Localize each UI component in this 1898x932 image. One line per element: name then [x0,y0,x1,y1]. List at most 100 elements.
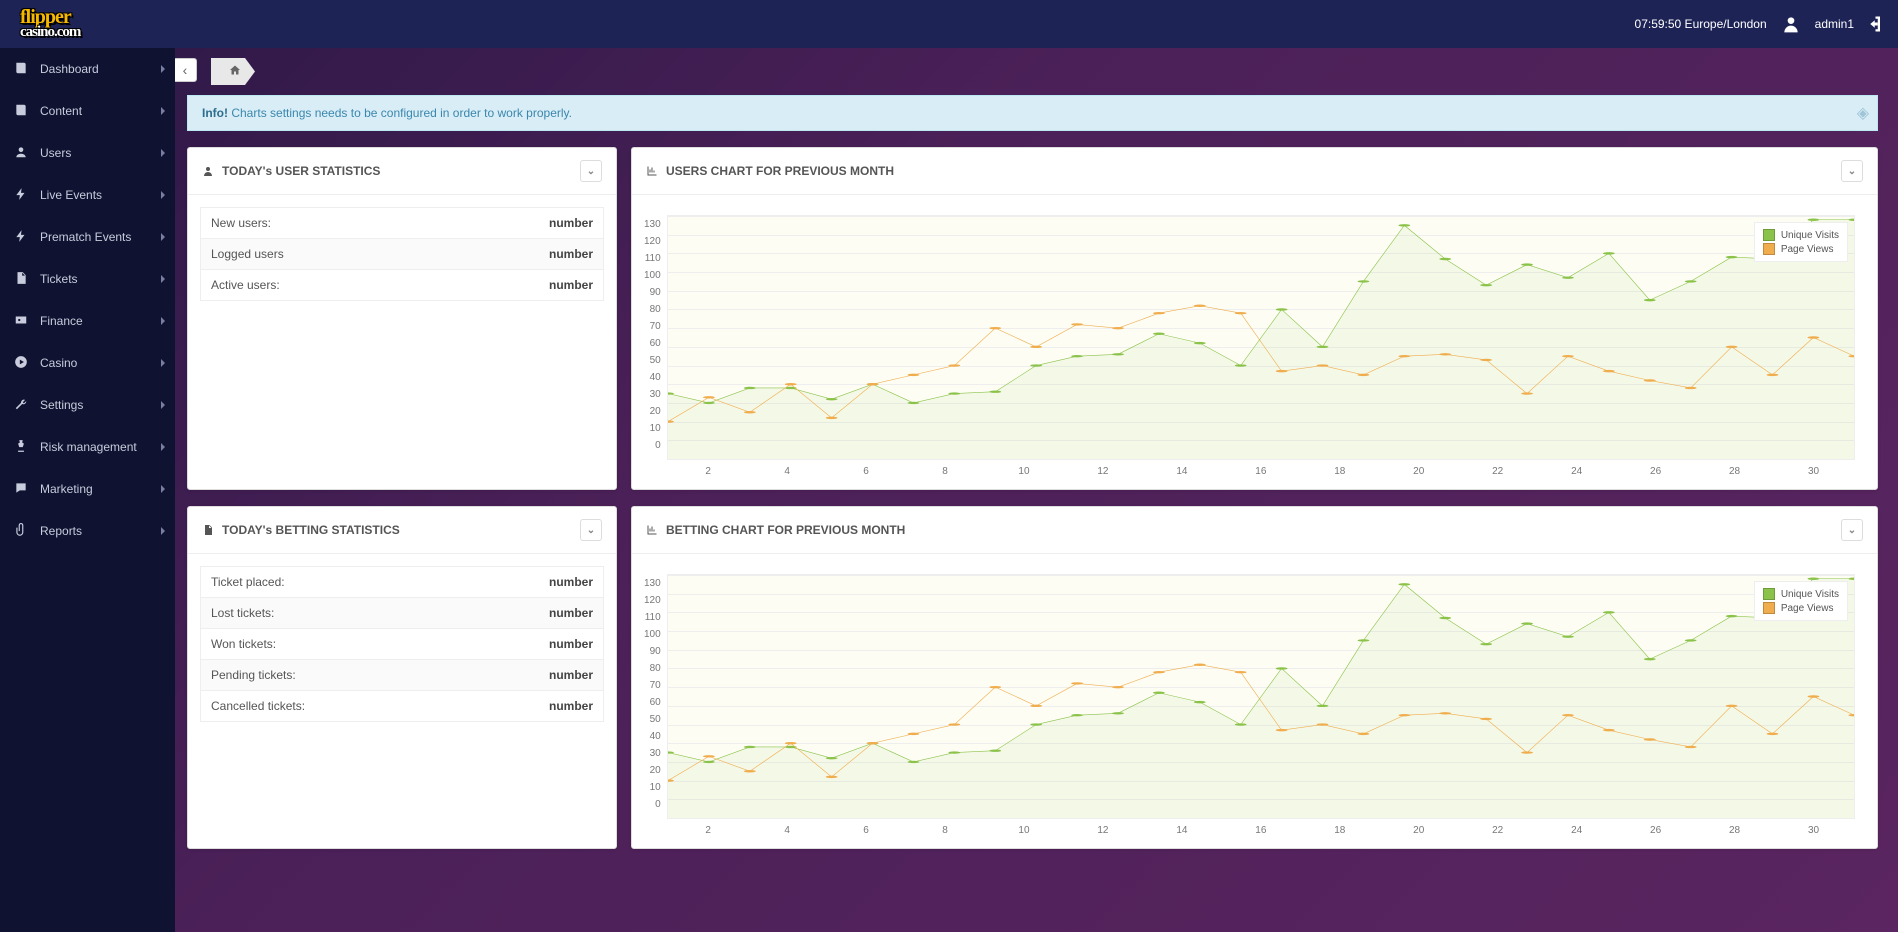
sidebar-item-settings[interactable]: Settings [0,384,175,426]
chess-icon [14,439,40,456]
file-icon [202,524,214,536]
stat-row: Active users: number [200,269,604,301]
sidebar-item-label: Prematch Events [40,230,131,244]
book-icon [14,103,40,120]
sidebar-item-prematch-events[interactable]: Prematch Events [0,216,175,258]
topbar: flipper casino.com 07:59:50 Europe/Londo… [0,0,1898,48]
user-icon [14,145,40,162]
info-alert: Info! Charts settings needs to be config… [187,95,1878,131]
panel-collapse-button[interactable]: ⌄ [1841,519,1863,541]
chart-icon [646,524,658,536]
user-stats-panel: TODAY's USER STATISTICS ⌄ New users:numb… [187,147,617,490]
stat-row: Lost tickets: number [200,597,604,629]
alert-badge: Info! [202,106,228,120]
sidebar-item-tickets[interactable]: Tickets [0,258,175,300]
panel-collapse-button[interactable]: ⌄ [580,160,602,182]
stat-row: Won tickets: number [200,628,604,660]
sidebar-item-label: Casino [40,356,77,370]
wrench-icon [14,397,40,414]
stat-value: number [549,216,593,230]
stat-value: number [549,637,593,651]
legend-label: Page Views [1781,244,1834,255]
sidebar-item-risk-management[interactable]: Risk management [0,426,175,468]
stat-value: number [549,606,593,620]
sidebar-item-dashboard[interactable]: Dashboard [0,48,175,90]
home-icon [229,64,241,76]
panel-collapse-button[interactable]: ⌄ [1841,160,1863,182]
y-axis: 1301201101009080706050403020100 [644,215,667,477]
stat-row: Cancelled tickets: number [200,690,604,722]
help-icon[interactable]: ◈ [1857,103,1869,123]
breadcrumb-home[interactable] [211,58,255,85]
sidebar-item-content[interactable]: Content [0,90,175,132]
stat-value: number [549,247,593,261]
stat-label: Cancelled tickets: [211,699,305,713]
plot-area: Unique Visits Page Views [667,574,1855,819]
betting-chart-panel: BETTING CHART FOR PREVIOUS MONTH ⌄ 13012… [631,506,1878,849]
sidebar-item-label: Marketing [40,482,93,496]
topbar-right: 07:59:50 Europe/London admin1 [1635,14,1886,34]
legend-label: Unique Visits [1781,589,1839,600]
stat-row: Ticket placed:number [200,566,604,598]
stat-row: Logged users number [200,238,604,270]
panel-title: TODAY's USER STATISTICS [222,164,380,178]
chart-icon [646,165,658,177]
sidebar-item-label: Users [40,146,71,160]
chevron-right-icon [161,107,165,115]
chevron-right-icon [161,527,165,535]
chevron-right-icon [161,485,165,493]
users-chart-panel: USERS CHART FOR PREVIOUS MONTH ⌄ 1301201… [631,147,1878,490]
alert-text: Charts settings needs to be configured i… [231,106,572,120]
stat-label: Ticket placed: [211,575,285,589]
sidebar-item-finance[interactable]: Finance [0,300,175,342]
sidebar: Dashboard Content Users Live Events Prematch… [0,48,175,932]
legend-label: Page Views [1781,603,1834,614]
betting-stats-panel: TODAY's BETTING STATISTICS ⌄ Ticket plac… [187,506,617,849]
avatar-icon[interactable] [1781,14,1801,34]
sidebar-item-label: Settings [40,398,83,412]
sidebar-item-casino[interactable]: Casino [0,342,175,384]
chart-legend: Unique Visits Page Views [1754,581,1848,621]
chevron-right-icon [161,275,165,283]
sidebar-item-live-events[interactable]: Live Events [0,174,175,216]
logout-icon[interactable] [1868,15,1886,33]
play-icon [14,355,40,372]
stat-label: Won tickets: [211,637,276,651]
chevron-right-icon [161,233,165,241]
x-axis: 24681012141618202224262830 [667,460,1855,477]
bolt-icon [14,187,40,204]
panel-title: BETTING CHART FOR PREVIOUS MONTH [666,523,905,537]
sidebar-item-label: Risk management [40,440,137,454]
chevron-right-icon [161,65,165,73]
sidebar-item-label: Live Events [40,188,102,202]
chevron-right-icon [161,149,165,157]
panel-collapse-button[interactable]: ⌄ [580,519,602,541]
stat-label: Lost tickets: [211,606,274,620]
betting-stats-body: Ticket placed:numberLost tickets:numberW… [188,554,616,733]
chevron-right-icon [161,359,165,367]
stat-row: Pending tickets:number [200,659,604,691]
chevron-right-icon [161,191,165,199]
stat-value: number [549,668,593,682]
sidebar-item-reports[interactable]: Reports [0,510,175,552]
plot-area: Unique Visits Page Views [667,215,1855,460]
sidebar-item-label: Reports [40,524,82,538]
x-axis: 24681012141618202224262830 [667,819,1855,836]
username-text: admin1 [1815,17,1854,31]
stat-label: Active users: [211,278,280,292]
panel-title: USERS CHART FOR PREVIOUS MONTH [666,164,894,178]
chevron-right-icon [161,317,165,325]
stat-value: number [549,278,593,292]
sidebar-item-users[interactable]: Users [0,132,175,174]
sidebar-item-marketing[interactable]: Marketing [0,468,175,510]
panel-title: TODAY's BETTING STATISTICS [222,523,400,537]
sidebar-collapse-button[interactable]: ‹ [175,58,197,82]
stat-label: Logged users [211,247,284,261]
stat-value: number [549,699,593,713]
legend-label: Unique Visits [1781,230,1839,241]
sidebar-item-label: Dashboard [40,62,99,76]
clock-text: 07:59:50 Europe/London [1635,17,1767,31]
y-axis: 1301201101009080706050403020100 [644,574,667,836]
book-icon [14,61,40,78]
file-icon [14,271,40,288]
